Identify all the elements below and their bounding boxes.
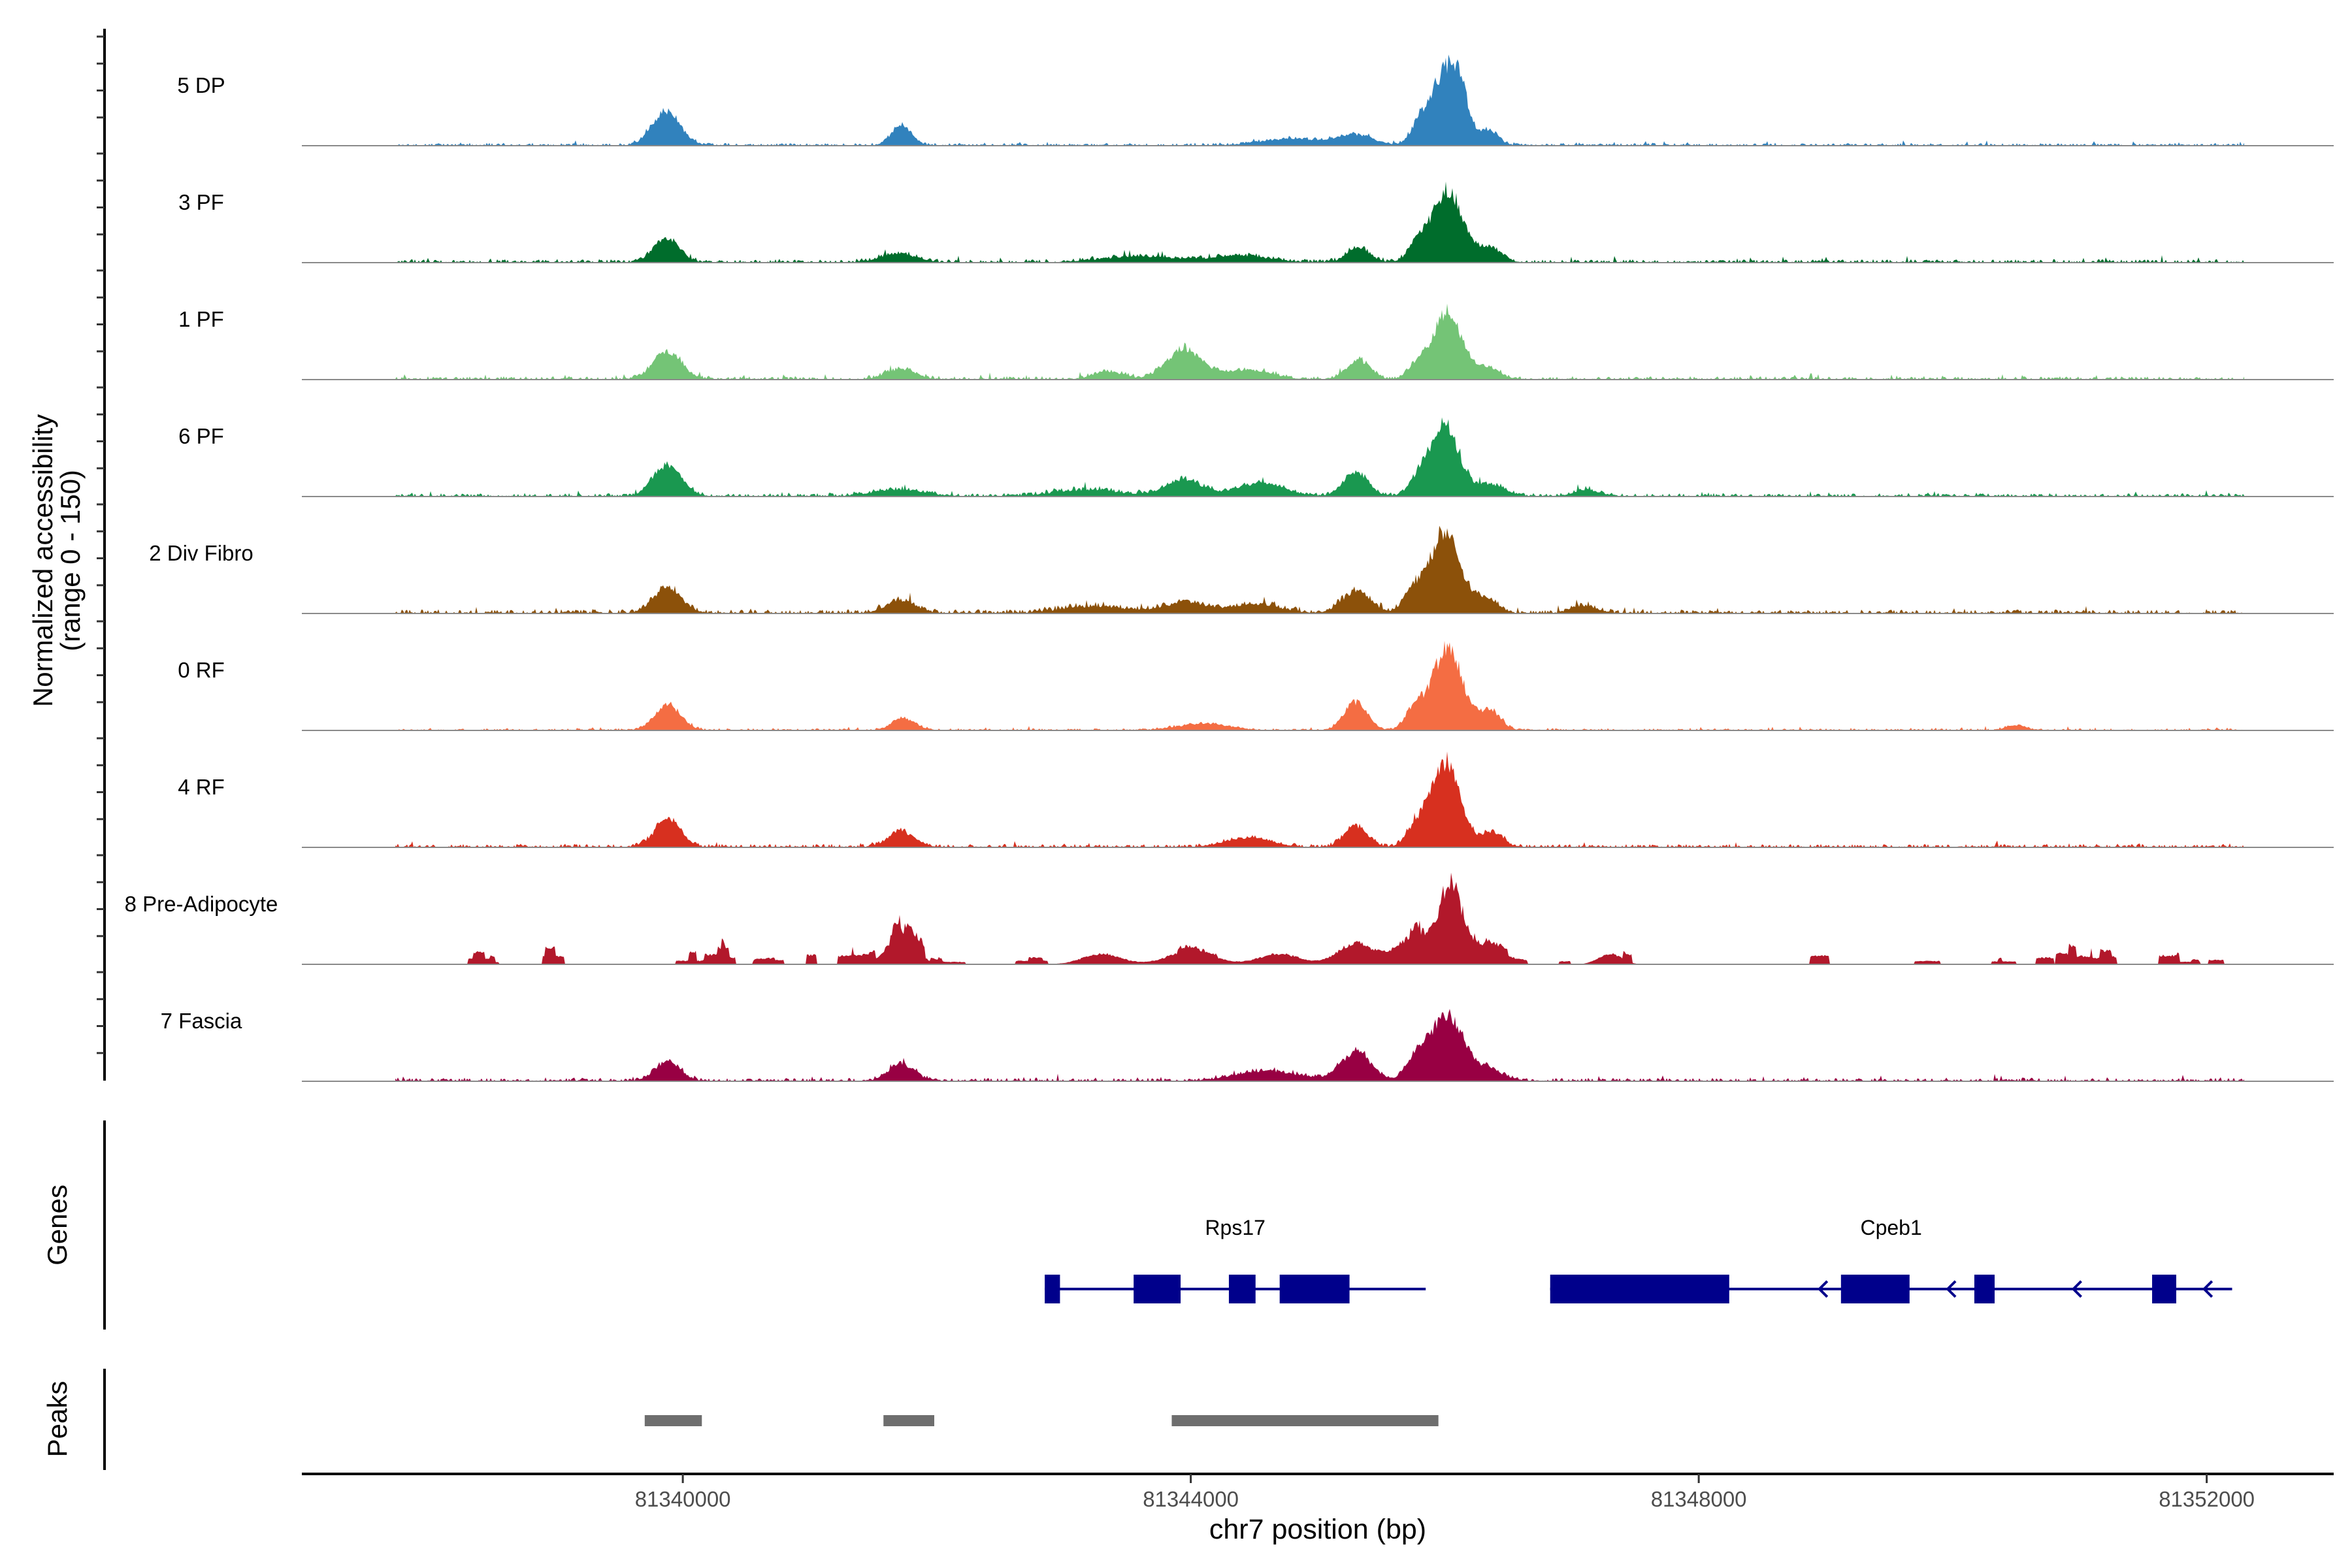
coverage-area-3-pf	[395, 181, 2244, 263]
coverage-area-7-fascia	[395, 1009, 2244, 1081]
peak-region	[644, 1415, 702, 1426]
exon-rps17	[1279, 1275, 1350, 1303]
x-tick-label: 81344000	[1143, 1487, 1239, 1511]
strand-arrow-cpeb1	[1817, 1280, 1829, 1298]
x-axis-title: chr7 position (bp)	[1209, 1514, 1426, 1545]
exon-cpeb1	[1974, 1275, 1995, 1303]
exon-cpeb1	[1840, 1275, 1910, 1303]
track-label-0-rf: 0 RF	[178, 658, 225, 682]
track-label-3-pf: 3 PF	[178, 190, 224, 214]
peaks-track	[644, 1415, 1439, 1426]
x-axis-ticks: 81340000 81344000 81348000 81352000	[635, 1474, 2255, 1511]
peak-region	[883, 1415, 934, 1426]
gene-annotation-track: Rps17 Cpeb1	[1045, 1216, 2232, 1303]
genes-panel-label: Genes	[42, 1184, 73, 1266]
track-label-5-dp: 5 DP	[177, 73, 225, 97]
exon-rps17	[1228, 1275, 1256, 1303]
track-label-8-pre-adipocyte: 8 Pre-Adipocyte	[125, 892, 278, 916]
coverage-y-ticks	[97, 35, 105, 1054]
x-axis: 81340000 81344000 81348000 81352000 chr7 po…	[302, 1473, 2334, 1545]
peaks-panel-label: Peaks	[42, 1381, 73, 1458]
coverage-area-4-rf	[395, 751, 2244, 847]
coverage-area-2-div-fibro	[395, 525, 2244, 613]
coverage-area-5-dp	[395, 54, 2244, 146]
x-tick-label: 81340000	[635, 1487, 731, 1511]
exon-rps17	[1134, 1275, 1181, 1303]
track-label-2-div-fibro: 2 Div Fibro	[149, 541, 253, 565]
y-axis-title-line1: Normalized accessibility	[27, 414, 58, 707]
track-label-4-rf: 4 RF	[178, 775, 225, 799]
coverage-area-6-pf	[395, 417, 2244, 497]
left-axes	[97, 29, 106, 1470]
gene-label-rps17: Rps17	[1205, 1216, 1266, 1239]
exon-rps17	[1045, 1275, 1060, 1303]
coverage-area-8-pre-adipocyte	[395, 872, 2244, 964]
peak-region	[1171, 1415, 1439, 1426]
strand-arrow-cpeb1	[2071, 1280, 2082, 1298]
strand-arrow-cpeb1	[1946, 1280, 1957, 1298]
strand-arrow-cpeb1	[2202, 1280, 2213, 1298]
track-label-1-pf: 1 PF	[178, 307, 224, 331]
coverage-tracks: 5 DP 3 PF 1 PF 6 PF 2 Div Fibro 0 RF 4 RF 8 Pre…	[125, 54, 2334, 1082]
coverage-area-0-rf	[395, 640, 2244, 730]
track-label-7-fascia: 7 Fascia	[161, 1009, 242, 1033]
coverage-area-1-pf	[395, 303, 2244, 380]
track-label-6-pf: 6 PF	[178, 424, 224, 448]
gene-label-cpeb1: Cpeb1	[1860, 1216, 1921, 1239]
y-axis-title-line2: (range 0 - 150)	[55, 470, 86, 651]
exon-cpeb1	[2152, 1275, 2176, 1303]
exon-cpeb1	[1550, 1275, 1729, 1303]
x-tick-label: 81348000	[1651, 1487, 1747, 1511]
x-tick-label: 81352000	[2159, 1487, 2255, 1511]
